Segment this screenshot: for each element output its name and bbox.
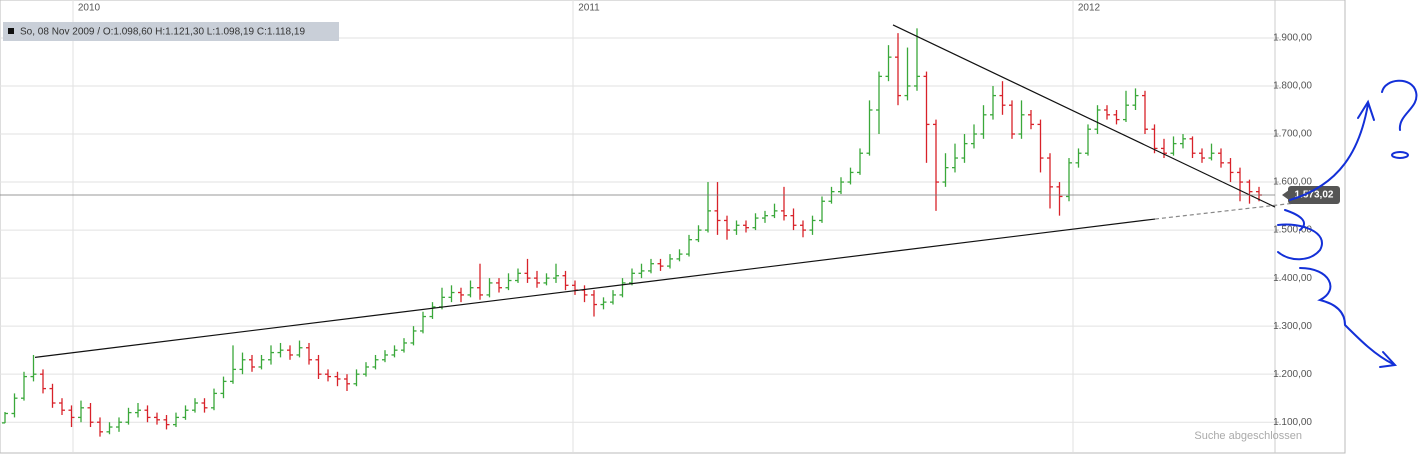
overlay: 1.573,02	[0, 24, 1341, 358]
y-tick-label: 1.600,00	[1273, 177, 1312, 188]
last-price-pointer	[1282, 190, 1289, 201]
y-tick-label: 1.500,00	[1273, 225, 1312, 236]
status-text: Suche abgeschlossen	[1194, 430, 1302, 442]
info-icon	[8, 28, 14, 34]
up-arrow	[1289, 103, 1369, 201]
question-dot	[1391, 151, 1409, 159]
x-tick-label: 2010	[78, 3, 101, 14]
x-tick-label: 2012	[1078, 3, 1101, 14]
last-price-box	[1288, 186, 1340, 205]
y-tick-label: 1.400,00	[1273, 273, 1312, 284]
question-mark	[1381, 79, 1418, 131]
bars	[1, 28, 1262, 437]
trend-line	[34, 218, 1156, 358]
info-box	[3, 22, 339, 41]
up-arrow-head	[1357, 99, 1375, 121]
y-tick-label: 1.800,00	[1273, 81, 1312, 92]
y-tick-label: 1.700,00	[1273, 129, 1312, 140]
last-price-label: 1.573,02	[1295, 190, 1334, 201]
trend-line	[892, 24, 1276, 208]
info-text: So, 08 Nov 2009 / O:1.098,60 H:1.121,30 …	[20, 27, 305, 38]
x-tick-label: 2011	[578, 3, 600, 14]
chart-frame	[0, 0, 1346, 454]
y-tick-label: 1.100,00	[1273, 417, 1312, 428]
y-tick-label: 1.300,00	[1273, 321, 1312, 332]
down-arrow-head	[1379, 351, 1398, 368]
down-squiggle	[1277, 209, 1394, 365]
hand-annotations	[1277, 79, 1418, 368]
y-tick-label: 1.200,00	[1273, 369, 1312, 380]
y-tick-label: 1.900,00	[1273, 33, 1312, 44]
